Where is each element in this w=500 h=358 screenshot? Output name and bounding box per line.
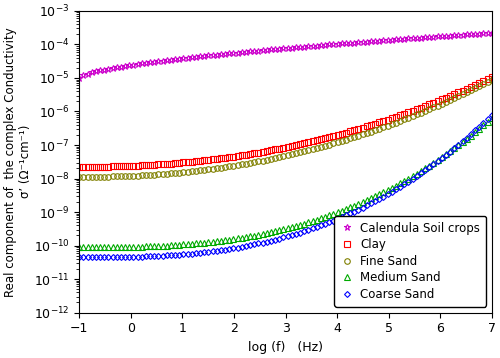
Medium Sand [172, 243, 178, 247]
Coarse Sand [289, 233, 295, 237]
Fine Sand [289, 152, 295, 156]
Fine Sand [172, 171, 178, 175]
X-axis label: log (f)   (Hz): log (f) (Hz) [248, 341, 323, 354]
Calendula Soil crops [76, 76, 82, 80]
Y-axis label: Real component of  the complex Conductivity
σ’ (Ω⁻¹cm⁻¹): Real component of the complex Conductivi… [4, 27, 32, 297]
Coarse Sand [172, 253, 178, 257]
Calendula Soil crops [456, 33, 462, 37]
Coarse Sand [489, 113, 495, 117]
Legend: Calendula Soil crops, Clay, Fine Sand, Medium Sand, Coarse Sand: Calendula Soil crops, Clay, Fine Sand, M… [334, 216, 486, 307]
Fine Sand [456, 94, 462, 98]
Line: Fine Sand: Fine Sand [76, 77, 494, 180]
Fine Sand [489, 78, 495, 82]
Clay [76, 165, 82, 169]
Clay [468, 85, 474, 89]
Calendula Soil crops [172, 57, 178, 61]
Coarse Sand [76, 255, 82, 260]
Medium Sand [468, 134, 474, 138]
Medium Sand [156, 244, 162, 248]
Coarse Sand [456, 142, 462, 147]
Line: Medium Sand: Medium Sand [76, 115, 494, 250]
Clay [322, 136, 328, 140]
Line: Calendula Soil crops: Calendula Soil crops [76, 29, 496, 82]
Fine Sand [76, 175, 82, 179]
Medium Sand [489, 116, 495, 120]
Calendula Soil crops [489, 30, 495, 35]
Clay [456, 90, 462, 95]
Line: Clay: Clay [76, 74, 494, 170]
Clay [489, 75, 495, 79]
Calendula Soil crops [468, 32, 474, 36]
Line: Coarse Sand: Coarse Sand [77, 113, 494, 259]
Calendula Soil crops [322, 43, 328, 47]
Coarse Sand [322, 222, 328, 226]
Medium Sand [322, 215, 328, 219]
Calendula Soil crops [289, 45, 295, 50]
Clay [172, 161, 178, 165]
Medium Sand [289, 225, 295, 229]
Fine Sand [468, 88, 474, 92]
Medium Sand [76, 245, 82, 250]
Clay [289, 144, 295, 148]
Medium Sand [456, 143, 462, 147]
Fine Sand [322, 144, 328, 148]
Coarse Sand [468, 132, 474, 136]
Fine Sand [156, 172, 162, 176]
Calendula Soil crops [156, 59, 162, 63]
Coarse Sand [156, 254, 162, 258]
Clay [156, 162, 162, 166]
